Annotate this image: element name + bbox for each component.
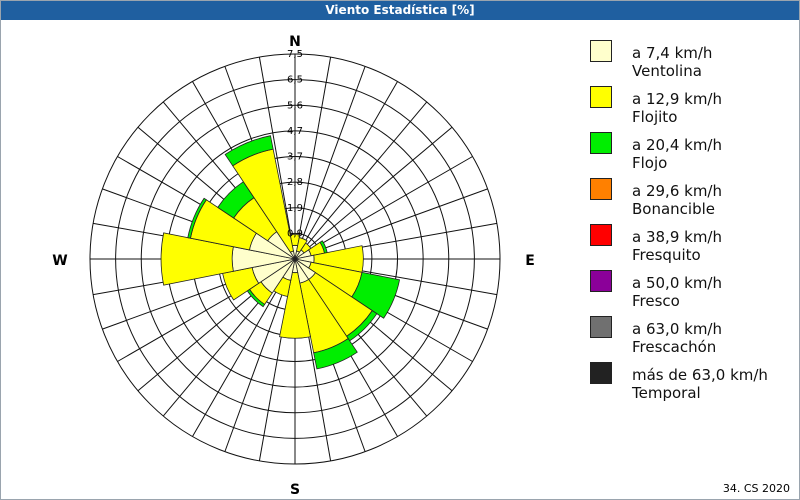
radial-tick-label: 1,9 [287, 203, 303, 214]
grid-spoke [294, 156, 473, 260]
compass-labels: N E S W [52, 34, 535, 498]
grid-spoke [294, 81, 398, 260]
sector-ese-2 [351, 271, 401, 319]
legend-speed: a 20,4 km/h [632, 136, 722, 154]
compass-s: S [290, 482, 300, 498]
legend-item: a 12,9 km/h Flojito [590, 86, 790, 132]
legend-speed: más de 63,0 km/h [632, 366, 768, 384]
legend-speed: a 50,0 km/h [632, 274, 722, 292]
legend-class: Ventolina [632, 62, 702, 80]
legend-item: a 38,9 km/h Fresquito [590, 224, 790, 270]
legend-item: a 63,0 km/h Frescachón [590, 316, 790, 362]
legend-label: a 38,9 km/h Fresquito [632, 228, 722, 264]
legend-class: Fresquito [632, 246, 701, 264]
legend-class: Bonancible [632, 200, 716, 218]
legend-item: más de 63,0 km/h Temporal [590, 362, 790, 408]
sector-s-1 [279, 271, 311, 339]
grid-spoke [258, 57, 296, 260]
legend-speed: a 29,6 km/h [632, 182, 722, 200]
footer-label: 34. CS 2020 [722, 482, 790, 495]
legend-swatch [590, 316, 612, 338]
radial-tick-label: 2,8 [287, 177, 303, 188]
grid-spoke [294, 188, 488, 260]
legend-item: a 50,0 km/h Fresco [590, 270, 790, 316]
legend-class: Temporal [632, 384, 701, 402]
legend-swatch [590, 362, 612, 384]
legend-label: a 7,4 km/h Ventolina [632, 44, 712, 80]
radial-tick-label: 6,5 [287, 75, 303, 86]
sector-sse-2 [313, 337, 358, 370]
legend-label: a 20,4 km/h Flojo [632, 136, 722, 172]
polar-grid [89, 53, 501, 465]
legend-class: Flojito [632, 108, 678, 126]
legend-speed: a 12,9 km/h [632, 90, 722, 108]
grid-spoke [294, 101, 428, 260]
legend-class: Frescachón [632, 338, 717, 356]
legend-label: a 12,9 km/h Flojito [632, 90, 722, 126]
grid-spoke [294, 126, 453, 260]
legend-class: Fresco [632, 292, 680, 310]
radial-tick-label: 0,9 [287, 228, 303, 239]
compass-e: E [525, 253, 535, 269]
grid-spoke [294, 57, 332, 260]
legend-label: a 50,0 km/h Fresco [632, 274, 722, 310]
grid-spoke [294, 66, 366, 260]
sector-nne-1 [296, 237, 308, 253]
radial-tick-label: 7,5 [287, 49, 303, 60]
legend-swatch [590, 132, 612, 154]
legend-swatch [590, 178, 612, 200]
legend-label: a 63,0 km/h Frescachón [632, 320, 722, 356]
radial-tick-labels: 0,9 1,9 2,8 3,7 4,7 5,6 6,5 7,5 [287, 49, 303, 239]
radial-tick-label: 5,6 [287, 100, 303, 111]
legend-swatch [590, 40, 612, 62]
legend-label: más de 63,0 km/h Temporal [632, 366, 768, 402]
legend-swatch [590, 224, 612, 246]
wind-sectors [160, 135, 401, 370]
legend-label: a 29,6 km/h Bonancible [632, 182, 722, 218]
chart-title: Viento Estadística [%] [1, 1, 799, 20]
radial-tick-label: 4,7 [287, 126, 303, 137]
sector-wnw-2 [187, 197, 207, 239]
legend-item: a 20,4 km/h Flojo [590, 132, 790, 178]
legend-speed: a 7,4 km/h [632, 44, 713, 62]
legend-item: a 29,6 km/h Bonancible [590, 178, 790, 224]
legend-speed: a 63,0 km/h [632, 320, 722, 338]
legend-swatch [590, 270, 612, 292]
legend-speed: a 38,9 km/h [632, 228, 722, 246]
legend-class: Flojo [632, 154, 668, 172]
sector-w-1 [160, 232, 234, 286]
sector-nnw-2 [224, 135, 274, 167]
radial-tick-label: 3,7 [287, 152, 303, 163]
legend-swatch [590, 86, 612, 108]
compass-n: N [289, 34, 301, 50]
wind-rose-chart: 0,9 1,9 2,8 3,7 4,7 5,6 6,5 7,5 N E S W [52, 34, 535, 498]
compass-w: W [52, 253, 67, 269]
legend: a 7,4 km/h Ventolina a 12,9 km/h Flojito a 2… [590, 40, 790, 408]
sector-n-1 [289, 234, 301, 247]
legend-item: a 7,4 km/h Ventolina [590, 40, 790, 86]
